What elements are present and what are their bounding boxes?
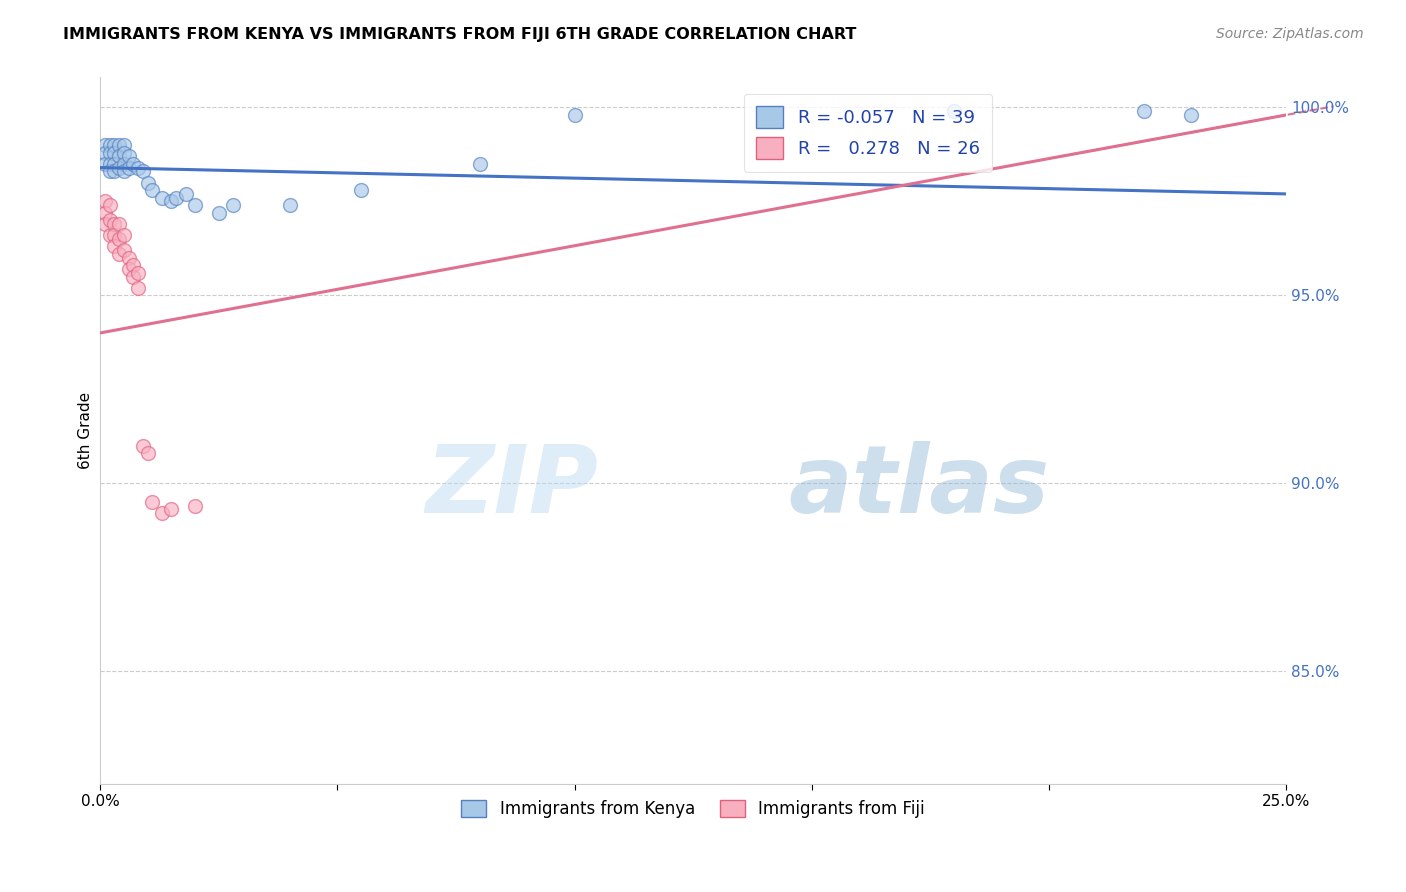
Point: [103, 217, 125, 231]
Point: [136, 176, 159, 190]
Point: [103, 164, 125, 178]
Point: [108, 149, 131, 163]
Point: [127, 281, 149, 295]
Point: [278, 198, 301, 212]
Point: [108, 138, 131, 153]
Point: [468, 157, 491, 171]
Text: atlas: atlas: [787, 441, 1049, 533]
Point: [132, 439, 155, 453]
Point: [127, 161, 149, 175]
Point: [108, 217, 131, 231]
Point: [94, 157, 117, 171]
Point: [122, 157, 145, 171]
Point: [98, 198, 121, 212]
Point: [174, 186, 197, 201]
Point: [165, 191, 187, 205]
Point: [103, 145, 125, 160]
Point: [108, 232, 131, 246]
Point: [350, 183, 373, 197]
Point: [118, 149, 141, 163]
Point: [103, 228, 125, 243]
Point: [98, 145, 121, 160]
Y-axis label: 6th Grade: 6th Grade: [79, 392, 93, 469]
Point: [94, 217, 117, 231]
Point: [94, 138, 117, 153]
Text: IMMIGRANTS FROM KENYA VS IMMIGRANTS FROM FIJI 6TH GRADE CORRELATION CHART: IMMIGRANTS FROM KENYA VS IMMIGRANTS FROM…: [63, 27, 856, 42]
Point: [112, 244, 135, 258]
Point: [112, 138, 135, 153]
Point: [103, 138, 125, 153]
Point: [94, 194, 117, 209]
Legend: Immigrants from Kenya, Immigrants from Fiji: Immigrants from Kenya, Immigrants from F…: [454, 793, 932, 825]
Point: [1132, 104, 1154, 119]
Point: [98, 213, 121, 227]
Point: [98, 138, 121, 153]
Point: [94, 205, 117, 219]
Point: [112, 164, 135, 178]
Point: [222, 198, 245, 212]
Point: [160, 502, 183, 516]
Point: [98, 164, 121, 178]
Point: [208, 205, 231, 219]
Point: [112, 228, 135, 243]
Point: [112, 157, 135, 171]
Text: ZIP: ZIP: [426, 441, 598, 533]
Point: [98, 157, 121, 171]
Point: [150, 506, 173, 520]
Point: [132, 164, 155, 178]
Point: [1180, 108, 1202, 122]
Point: [141, 183, 163, 197]
Point: [122, 258, 145, 272]
Point: [184, 198, 207, 212]
Point: [127, 266, 149, 280]
Point: [150, 191, 173, 205]
Text: Source: ZipAtlas.com: Source: ZipAtlas.com: [1216, 27, 1364, 41]
Point: [118, 262, 141, 277]
Point: [942, 104, 965, 119]
Point: [160, 194, 183, 209]
Point: [118, 251, 141, 265]
Point: [184, 499, 207, 513]
Point: [564, 108, 586, 122]
Point: [98, 228, 121, 243]
Point: [108, 161, 131, 175]
Point: [103, 157, 125, 171]
Point: [112, 145, 135, 160]
Point: [118, 161, 141, 175]
Point: [122, 269, 145, 284]
Point: [103, 239, 125, 253]
Point: [141, 495, 163, 509]
Point: [108, 247, 131, 261]
Point: [94, 145, 117, 160]
Point: [136, 446, 159, 460]
